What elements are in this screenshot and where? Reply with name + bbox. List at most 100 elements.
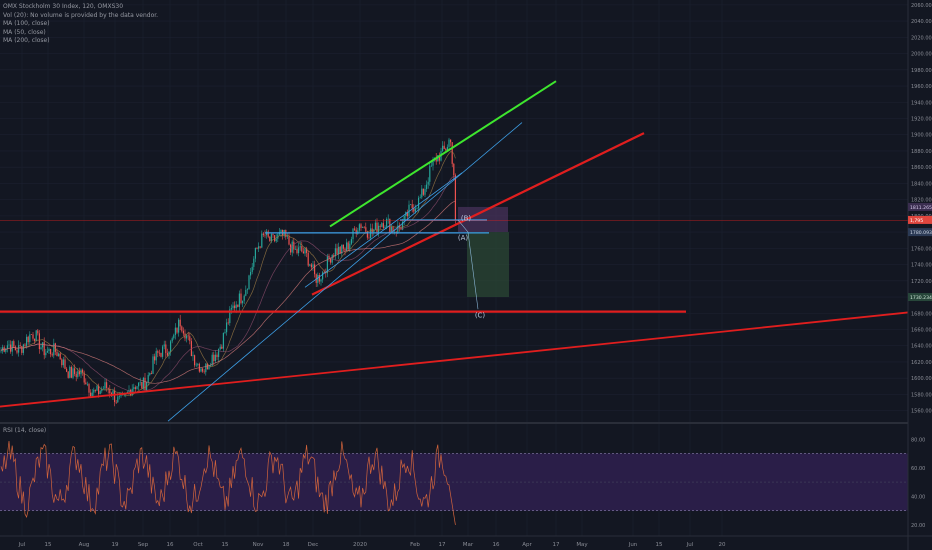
- candle-body: [346, 242, 348, 251]
- candle-body: [270, 234, 272, 242]
- candle-body: [349, 243, 351, 250]
- candle-body: [136, 386, 138, 389]
- candle-body: [70, 366, 72, 378]
- candle-body: [368, 237, 370, 239]
- candle-body: [376, 222, 378, 233]
- candle-body: [235, 304, 237, 309]
- x-tick-label: Sep: [138, 542, 149, 548]
- candle-body: [390, 226, 392, 233]
- candle-body: [146, 382, 148, 391]
- candle-body: [109, 388, 111, 394]
- candle-body: [371, 228, 373, 233]
- candle-body: [237, 304, 239, 307]
- candle-body: [144, 377, 146, 391]
- candle-body: [43, 342, 45, 356]
- rsi-tick-label: 20.00: [911, 523, 925, 529]
- candle-body: [432, 159, 434, 166]
- candle-body: [93, 389, 95, 393]
- candle-body: [435, 157, 437, 162]
- candle-body: [240, 293, 242, 304]
- candle-body: [222, 332, 224, 349]
- candle-body: [213, 354, 215, 361]
- candle-body: [330, 258, 332, 263]
- candle-body: [354, 228, 356, 230]
- candle-body: [99, 391, 101, 395]
- candle-body: [94, 389, 96, 391]
- x-tick-label: 18: [283, 542, 290, 548]
- price-tag-stop-bg: [908, 202, 932, 211]
- candle-body: [62, 359, 64, 366]
- y-tick-label: 1880.0000: [911, 149, 932, 155]
- x-tick-label: Aug: [79, 542, 90, 548]
- y-tick-label: 2040.0000: [911, 19, 932, 25]
- y-tick-label: 1840.0000: [911, 181, 932, 187]
- candle-body: [142, 377, 144, 389]
- x-tick-label: May: [576, 542, 588, 548]
- candle-body: [122, 394, 124, 396]
- candle-body: [11, 341, 13, 352]
- candle-body: [326, 255, 328, 274]
- candle-body: [64, 359, 66, 369]
- candle-body: [226, 322, 228, 333]
- candle-body: [8, 344, 10, 346]
- candle-body: [379, 225, 381, 227]
- candle-body: [424, 189, 426, 195]
- blue-trend-line-1: [167, 122, 523, 422]
- trend-lines[interactable]: [0, 80, 909, 422]
- candle-body: [350, 239, 352, 244]
- candle-body: [275, 238, 277, 242]
- legend-ma200: MA (200, close): [3, 37, 50, 45]
- candle-body: [229, 309, 231, 324]
- y-tick-label: 1740.0000: [911, 263, 932, 269]
- candle-body: [243, 295, 245, 301]
- candle-body: [402, 221, 404, 230]
- candle-body: [410, 204, 412, 205]
- candle-body: [315, 274, 317, 283]
- candle-body: [357, 230, 359, 234]
- candle-body: [26, 336, 28, 346]
- candle-body: [253, 258, 255, 267]
- candle-body: [446, 146, 448, 151]
- y-tick-label: 1600.0000: [911, 376, 932, 382]
- candle-body: [98, 385, 100, 395]
- rsi-panel: [0, 440, 908, 525]
- candle-body: [29, 334, 31, 343]
- x-tick-label: Jun: [628, 542, 638, 548]
- candle-body: [141, 381, 143, 389]
- candle-body: [134, 387, 136, 389]
- candle-body: [155, 351, 157, 361]
- candle-body: [101, 388, 103, 392]
- rsi-line: [0, 440, 456, 525]
- candle-body: [38, 333, 40, 350]
- y-tick-label: 1580.0000: [911, 392, 932, 398]
- y-tick-label: 1620.0000: [911, 360, 932, 366]
- candle-body: [301, 246, 303, 252]
- ma-50-line: [0, 151, 456, 396]
- candle-body: [66, 368, 68, 372]
- channel-resistance-line: [329, 80, 557, 228]
- candle-body: [21, 346, 23, 353]
- candle-body: [261, 233, 263, 248]
- candle-body: [227, 322, 229, 324]
- candle-body: [200, 368, 202, 372]
- candle-body: [35, 330, 37, 341]
- candle-body: [90, 392, 92, 397]
- candle-body: [37, 330, 39, 334]
- candle-body: [32, 334, 34, 339]
- candle-body: [75, 374, 77, 377]
- wave-label-a: (A): [458, 234, 469, 242]
- main-legend: OMX Stockholm 30 Index, 120, OMXS30 Vol …: [3, 3, 158, 46]
- candle-body: [306, 248, 308, 253]
- candle-body: [422, 188, 424, 195]
- candle-body: [438, 155, 440, 161]
- candle-body: [18, 345, 20, 353]
- candle-body: [322, 272, 324, 280]
- candle-body: [170, 341, 172, 352]
- candle-body: [258, 246, 260, 249]
- channel-support-line: [311, 132, 645, 296]
- price-tag-entry-bg: [908, 228, 932, 237]
- candle-body: [5, 348, 7, 352]
- legend-ma100: MA (100, close): [3, 20, 50, 28]
- candle-body: [45, 352, 47, 356]
